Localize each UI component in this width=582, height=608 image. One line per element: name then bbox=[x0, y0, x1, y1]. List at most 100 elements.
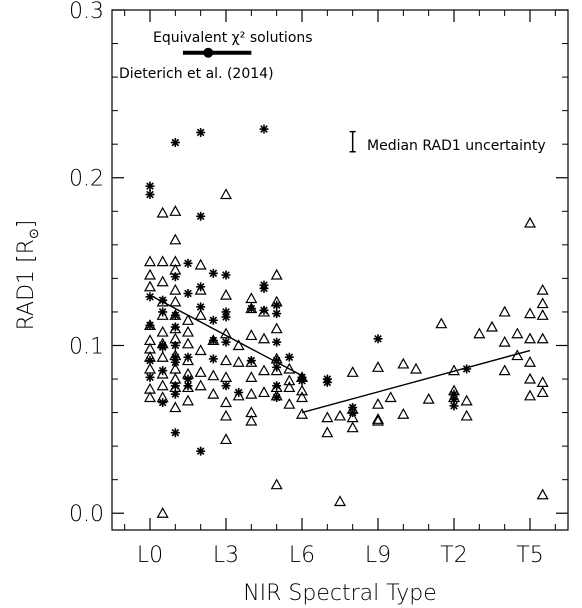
triangle-point bbox=[523, 372, 537, 384]
asterisk-stroke bbox=[171, 358, 180, 367]
asterisk-stroke bbox=[146, 293, 154, 301]
triangle-point bbox=[511, 349, 524, 361]
asterisk-stroke bbox=[260, 125, 268, 133]
asterisk-point bbox=[145, 190, 155, 200]
triangle-point bbox=[156, 379, 169, 391]
asterisk-stroke bbox=[158, 398, 167, 407]
y-tick-label: 0.3 bbox=[69, 0, 104, 24]
triangle-point bbox=[498, 305, 511, 317]
asterisk-point bbox=[183, 288, 193, 298]
y-axis-title-unit-symbol: ⊙ bbox=[27, 228, 42, 239]
triangle-point bbox=[169, 283, 182, 295]
asterisk-stroke bbox=[158, 296, 167, 304]
triangle-point bbox=[194, 366, 207, 377]
asterisk-stroke bbox=[222, 338, 230, 346]
triangle-point bbox=[245, 414, 258, 426]
triangle-point bbox=[181, 381, 195, 393]
asterisk-stroke bbox=[260, 284, 268, 293]
triangle-point bbox=[156, 255, 169, 267]
triangle-point bbox=[283, 362, 296, 374]
asterisk-point bbox=[234, 387, 244, 397]
asterisk-stroke bbox=[209, 269, 218, 278]
triangle-point bbox=[523, 216, 537, 228]
triangle-point bbox=[143, 255, 157, 267]
asterisk-point bbox=[449, 401, 459, 411]
asterisk-stroke bbox=[272, 381, 281, 390]
asterisk-stroke bbox=[171, 381, 180, 390]
x-tick-label: L9 bbox=[365, 543, 391, 568]
asterisk-point bbox=[221, 270, 231, 280]
asterisk-stroke bbox=[272, 363, 281, 372]
asterisk-stroke bbox=[285, 353, 294, 362]
triangle-point bbox=[346, 421, 359, 433]
asterisk-stroke bbox=[171, 272, 180, 281]
asterisk-point bbox=[221, 312, 231, 322]
triangle-point bbox=[194, 309, 207, 320]
triangle-point bbox=[371, 397, 385, 409]
triangle-point bbox=[346, 366, 359, 377]
triangle-point bbox=[219, 409, 233, 421]
triangle-point bbox=[333, 409, 347, 421]
triangle-point bbox=[257, 305, 271, 317]
fit-lines bbox=[149, 294, 531, 414]
asterisk-point bbox=[158, 398, 168, 408]
asterisk-stroke bbox=[272, 301, 281, 310]
asterisk-point bbox=[170, 357, 180, 367]
asterisk-stroke bbox=[146, 190, 154, 199]
asterisk-stroke bbox=[171, 428, 180, 437]
triangle-point bbox=[156, 295, 169, 307]
triangle-point bbox=[536, 283, 549, 295]
triangle-point bbox=[257, 386, 271, 398]
triangle-point bbox=[194, 258, 207, 270]
asterisk-stroke bbox=[222, 381, 230, 390]
triangle-point bbox=[169, 295, 182, 307]
triangle-point bbox=[245, 356, 258, 367]
asterisk-point bbox=[170, 428, 180, 438]
asterisk-stroke bbox=[158, 308, 167, 316]
asterisk-stroke bbox=[272, 393, 281, 402]
triangle-point bbox=[245, 387, 258, 399]
triangle-point bbox=[181, 314, 195, 325]
asterisk-stroke bbox=[247, 304, 256, 313]
asterisk-point bbox=[183, 258, 193, 268]
asterisk-stroke bbox=[171, 323, 180, 331]
asterisk-stroke bbox=[272, 309, 281, 318]
asterisk-point bbox=[145, 372, 155, 382]
triangle-point bbox=[143, 268, 157, 280]
triangle-point bbox=[536, 386, 549, 398]
triangle-point bbox=[422, 392, 435, 404]
triangle-point bbox=[523, 332, 537, 344]
asterisk-point bbox=[196, 127, 206, 137]
triangle-point bbox=[156, 206, 169, 218]
asterisk-stroke bbox=[184, 259, 192, 268]
triangle-point bbox=[245, 371, 258, 382]
triangle-point bbox=[485, 320, 499, 332]
asterisk-stroke bbox=[234, 388, 243, 397]
asterisk-stroke bbox=[450, 402, 458, 410]
asterisk-point bbox=[158, 295, 168, 305]
y-axis-title: RAD1 [R⊙] bbox=[14, 220, 42, 331]
asterisk-point bbox=[259, 124, 269, 134]
axis-ticks: L0 L3 L6 L9 T2 T5 0.0 0.1 0.2 0.3 bbox=[69, 0, 568, 568]
asterisk-point bbox=[208, 315, 218, 325]
triangle-point bbox=[245, 292, 258, 304]
triangle-point bbox=[181, 337, 195, 349]
asterisk-stroke bbox=[196, 282, 205, 291]
triangle-point bbox=[397, 357, 410, 369]
triangle-point bbox=[270, 478, 283, 490]
triangle-point bbox=[207, 369, 220, 381]
asterisk-stroke bbox=[222, 313, 230, 321]
asterisk-point bbox=[170, 310, 180, 320]
triangle-point bbox=[333, 495, 347, 507]
triangle-point bbox=[473, 327, 486, 339]
asterisk-stroke bbox=[209, 355, 218, 363]
triangle-point bbox=[295, 384, 309, 396]
asterisk-stroke bbox=[323, 378, 332, 387]
asterisk-point bbox=[196, 211, 206, 221]
asterisk-stroke bbox=[374, 334, 382, 343]
asterisk-stroke bbox=[209, 336, 218, 345]
triangle-point bbox=[371, 414, 385, 426]
dieterich-reference-label: Dieterich et al. (2014) bbox=[119, 66, 274, 82]
triangle-point bbox=[232, 356, 245, 367]
asterisk-point bbox=[272, 309, 282, 319]
